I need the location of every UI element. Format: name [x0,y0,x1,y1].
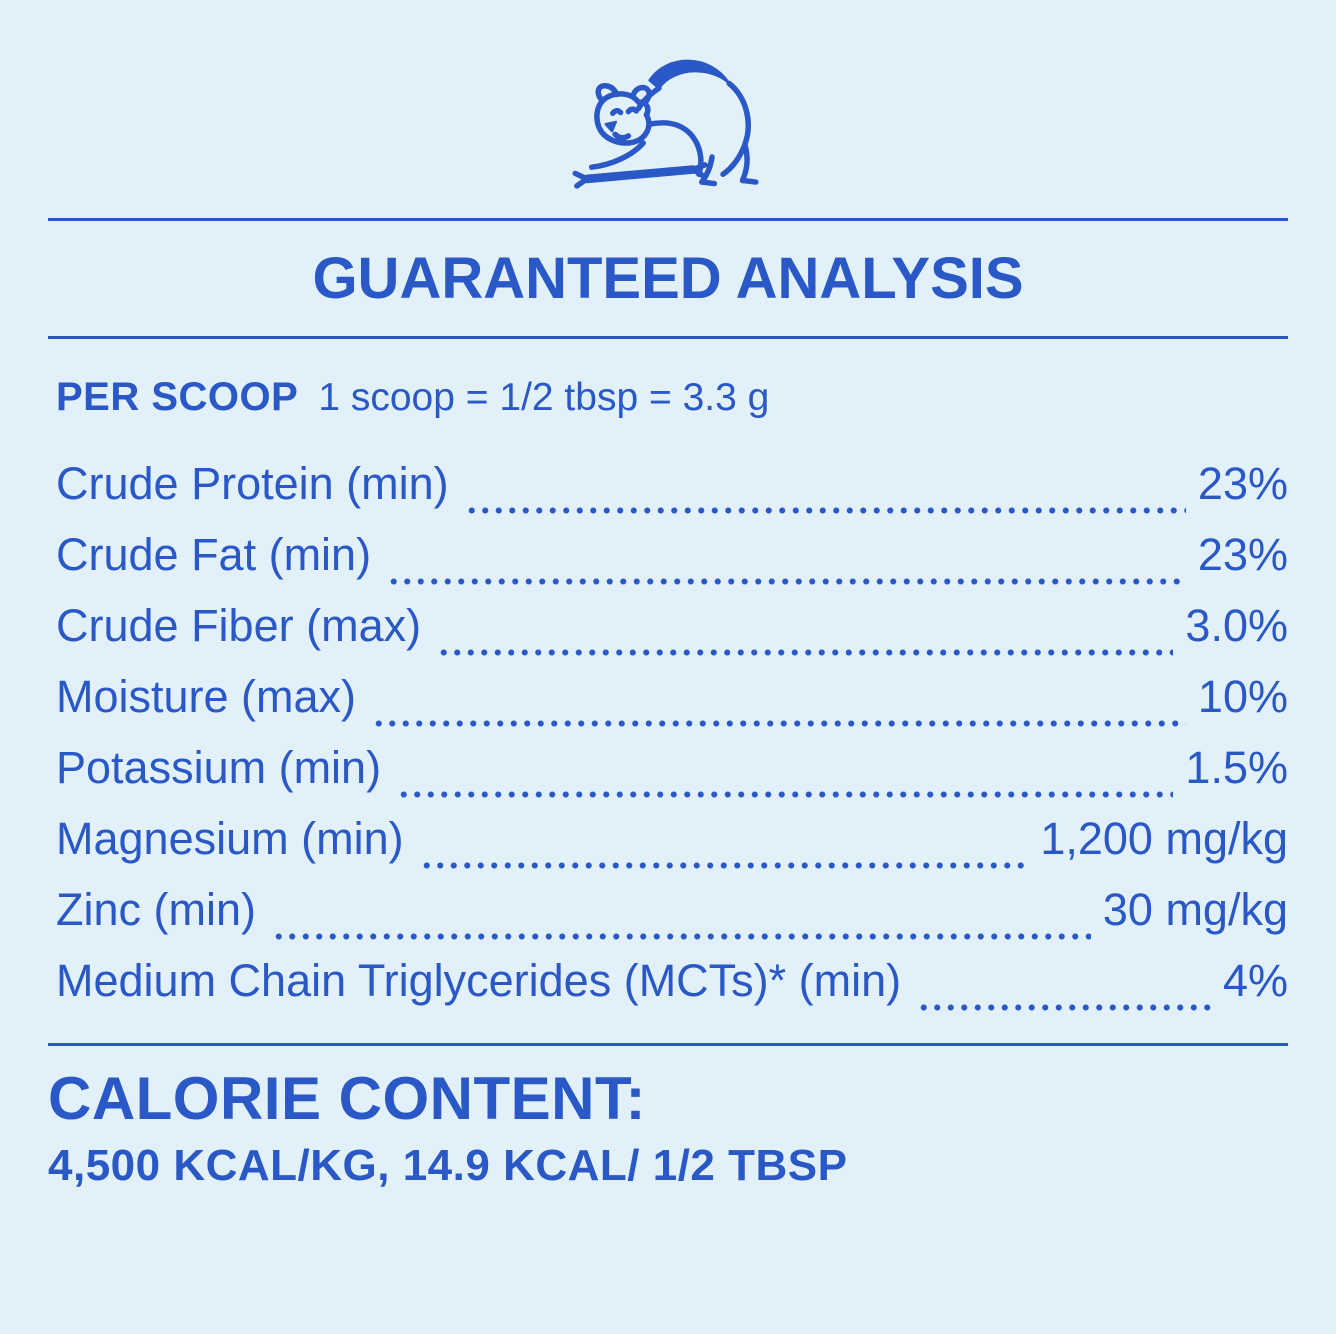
dot-leader [372,720,1186,727]
calorie-content-heading: CALORIE CONTENT: [48,1065,646,1132]
per-scoop-detail: 1 scoop = 1/2 tbsp = 3.3 g [318,376,770,419]
analysis-row: Magnesium (min) 1,200 mg/kg [56,813,1288,884]
nutrient-value: 23% [1197,529,1288,580]
analysis-table: Crude Protein (min) 23% Crude Fat (min) … [48,458,1288,1026]
analysis-row: Moisture (max) 10% [56,671,1288,742]
nutrient-value: 30 mg/kg [1102,884,1288,935]
divider-top [48,218,1288,221]
nutrient-label: Moisture (max) [56,671,357,722]
dot-leader [397,791,1174,798]
nutrient-value: 1.5% [1185,742,1288,793]
analysis-row: Crude Protein (min) 23% [56,458,1288,529]
nutrient-label: Crude Fiber (max) [56,600,422,651]
nutrient-value: 1,200 mg/kg [1040,813,1288,864]
dot-leader [272,933,1091,940]
analysis-row: Medium Chain Triglycerides (MCTs)* (min)… [56,955,1288,1026]
analysis-row: Zinc (min) 30 mg/kg [56,884,1288,955]
dog-icon [572,59,759,189]
nutrient-value: 23% [1197,458,1288,509]
per-scoop-line: PER SCOOP 1 scoop = 1/2 tbsp = 3.3 g [48,375,1288,420]
nutrient-label: Zinc (min) [56,884,256,935]
dog-illustration [0,0,1336,218]
nutrient-value: 4% [1222,955,1288,1006]
analysis-row: Crude Fat (min) 23% [56,529,1288,600]
nutrient-value: 3.0% [1185,600,1288,651]
analysis-row: Crude Fiber (max) 3.0% [56,600,1288,671]
dot-leader [419,862,1029,869]
dot-leader [917,1004,1211,1011]
dot-leader [437,649,1174,656]
calorie-content-value: 4,500 KCAL/KG, 14.9 KCAL/ 1/2 TBSP [48,1141,848,1190]
nutrient-label: Crude Protein (min) [56,458,449,509]
nutrient-label: Potassium (min) [56,742,382,793]
divider-bottom [48,1043,1288,1046]
dot-leader [464,507,1186,514]
nutrient-label: Crude Fat (min) [56,529,372,580]
nutrient-label: Medium Chain Triglycerides (MCTs)* (min) [56,955,902,1006]
divider-under-title [48,336,1288,339]
analysis-row: Potassium (min) 1.5% [56,742,1288,813]
nutrient-value: 10% [1197,671,1288,722]
page-title: GUARANTEED ANALYSIS [312,246,1024,311]
nutrient-label: Magnesium (min) [56,813,404,864]
dot-leader [387,578,1186,585]
per-scoop-label: PER SCOOP [56,375,299,419]
